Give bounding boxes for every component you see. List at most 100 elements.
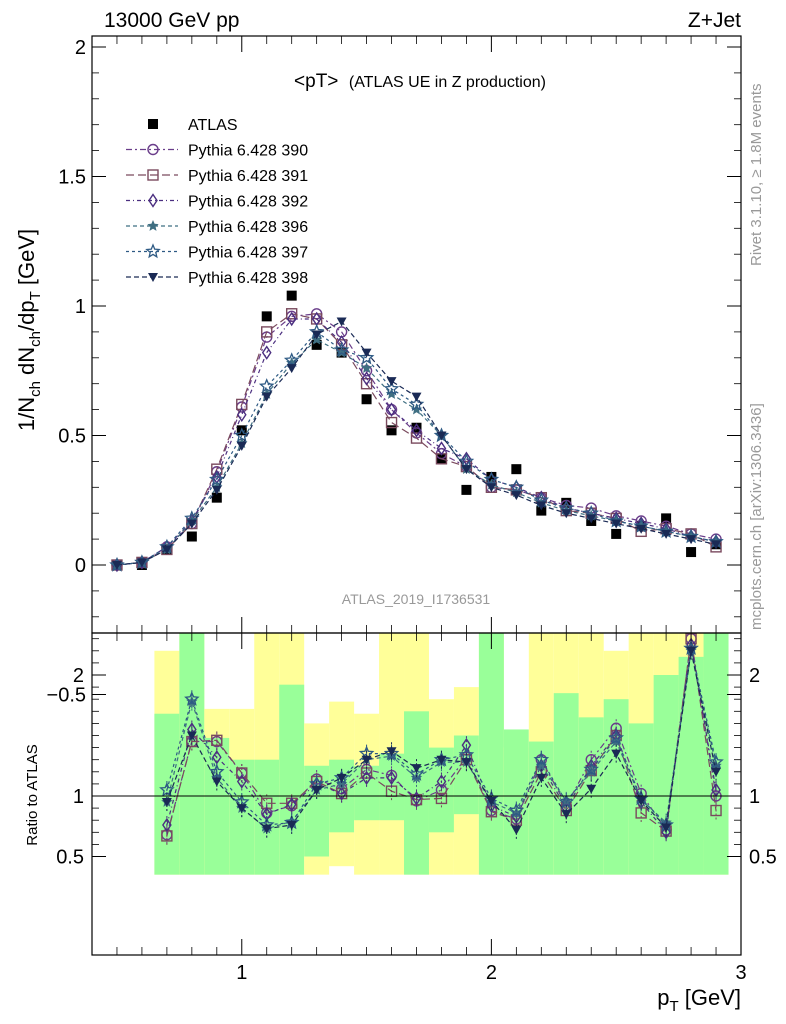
main-point [483, 471, 500, 487]
main-point [261, 326, 273, 338]
header-left: 13000 GeV pp [104, 9, 239, 32]
ratio-point [636, 796, 647, 806]
legend-label: Pythia 6.428 397 [188, 245, 308, 262]
legend-entry: Pythia 6.428 391 [126, 168, 308, 185]
main-series [109, 290, 724, 573]
main-y-axis-label: 1/Nch dNch/dpT [GeV] [14, 229, 44, 431]
ratio-y-axis: 0.5 0.5 1 1 2 2 [56, 638, 777, 869]
main-point [236, 441, 247, 451]
main-point [336, 317, 347, 327]
main-point [186, 519, 197, 529]
main-point [361, 394, 372, 405]
ratio-point [211, 777, 222, 787]
ratio-point [159, 781, 175, 797]
legend-entry: ATLAS [148, 117, 238, 134]
main-series-line [116, 338, 717, 566]
legend-entry: Pythia 6.428 397 [126, 243, 308, 262]
main-series-4 [111, 333, 722, 570]
legend-label: Pythia 6.428 392 [188, 194, 308, 211]
main-y-tick-label: −0.5 [47, 685, 86, 707]
legend-label: Pythia 6.428 390 [188, 143, 308, 160]
ratio-point [162, 817, 172, 833]
ratio-series-5 [161, 641, 722, 839]
ratio-point [236, 804, 247, 814]
main-point [386, 425, 397, 436]
ratio-point [161, 798, 172, 808]
rivet-label: Rivet 3.1.10, ≥ 1.8M events [748, 84, 765, 267]
main-point [261, 311, 272, 322]
main-point [286, 290, 297, 301]
main-point [611, 519, 622, 529]
ratio-point [711, 767, 722, 777]
ratio-point [611, 749, 622, 759]
main-point [611, 528, 622, 539]
main-point [386, 402, 397, 417]
main-y-tick-label: 2 [75, 37, 86, 59]
ratio-point [533, 751, 550, 767]
main-point [386, 377, 397, 387]
ratio-point [461, 758, 472, 768]
legend-marker [148, 193, 158, 208]
ratio-point [535, 759, 547, 771]
main-point [385, 388, 398, 399]
main-point [486, 471, 497, 482]
ratio-point [561, 810, 572, 820]
legend-marker [148, 119, 158, 129]
plot-title-main: <pT> [294, 71, 338, 92]
ratio-y-tick-label: 0.5 [56, 847, 84, 869]
legend-label: Pythia 6.428 398 [188, 270, 308, 287]
legend-entry: Pythia 6.428 398 [126, 270, 308, 287]
main-series-0 [111, 290, 722, 570]
ratio-point [336, 773, 347, 783]
main-point [136, 558, 147, 568]
main-point [358, 349, 375, 365]
ratio-point [411, 764, 422, 774]
x-tick-label: 1 [236, 962, 247, 984]
x-axis: 1 2 3 [116, 36, 747, 984]
ratio-point [710, 804, 722, 817]
main-y-tick-label: 1.5 [58, 167, 86, 189]
ratio-band-inner [279, 684, 305, 875]
main-point [360, 362, 373, 373]
main-series-line [116, 313, 717, 566]
ratio-point [436, 755, 447, 765]
mcplots-label: mcplots.cern.ch [arXiv:1306.3436] [748, 403, 765, 630]
ratio-point [536, 773, 547, 783]
main-point [236, 407, 247, 423]
ratio-y-tick-label-right: 1 [749, 786, 760, 808]
analysis-id: ATLAS_2019_I1736531 [342, 591, 491, 607]
legend-label: Pythia 6.428 391 [188, 168, 308, 185]
main-point [508, 479, 525, 495]
ratio-point [510, 806, 523, 818]
main-point [286, 364, 297, 374]
main-point [211, 492, 222, 503]
ratio-point [436, 774, 447, 789]
ratio-band-inner [653, 675, 679, 875]
main-y-tick-label: 0 [75, 555, 86, 577]
ratio-point [608, 729, 625, 745]
ratio-point [686, 646, 697, 656]
legend-label: ATLAS [188, 117, 238, 134]
ratio-point [511, 825, 522, 835]
main-series-5 [109, 323, 724, 572]
main-point [461, 484, 472, 495]
ratio-point [386, 747, 397, 757]
header-right: Z+Jet [688, 9, 741, 32]
ratio-point [335, 777, 348, 789]
main-point [285, 308, 298, 320]
main-series-1 [111, 308, 722, 571]
ratio-point [236, 774, 247, 789]
main-point [486, 483, 497, 493]
ratio-point [386, 770, 397, 786]
ratio-point [209, 763, 225, 779]
ratio-point [558, 793, 575, 809]
main-point [436, 441, 447, 456]
main-series-line [116, 313, 717, 566]
ratio-band-inner [179, 633, 205, 875]
main-point [408, 396, 425, 412]
main-point [436, 431, 447, 441]
ratio-y-tick-label-right: 2 [749, 665, 760, 687]
main-point [661, 513, 672, 524]
ratio-point [361, 755, 372, 765]
main-point [283, 352, 300, 367]
